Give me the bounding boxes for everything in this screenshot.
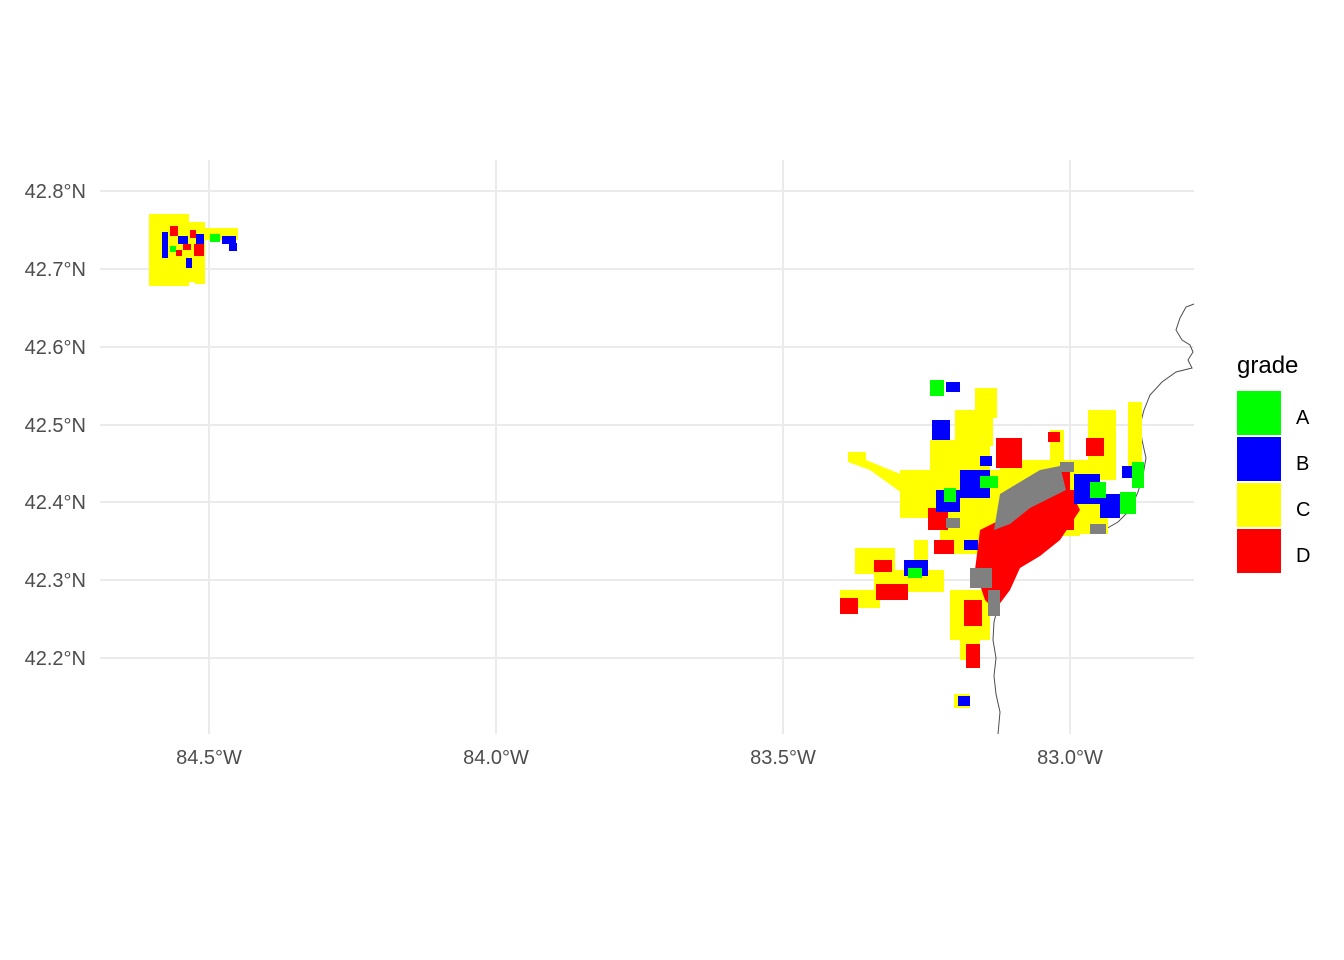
legend-swatch-d (1237, 529, 1281, 573)
zone-b (186, 258, 192, 268)
zone-d (1086, 438, 1104, 456)
legend-item-b: B (1237, 437, 1309, 481)
zone-d (966, 644, 980, 668)
zone-a (944, 488, 956, 502)
zone-a (930, 380, 944, 396)
zone-c (975, 388, 997, 418)
zone-d (194, 244, 204, 256)
legend: grade A B C D (1237, 352, 1310, 573)
zone-d (876, 584, 908, 600)
zone-na (1060, 462, 1074, 472)
zone-d (934, 540, 954, 554)
zone-b (196, 234, 204, 244)
zone-a (1090, 482, 1106, 498)
legend-swatch-c (1237, 483, 1281, 527)
x-tick-label: 84.5°W (176, 747, 242, 769)
zone-a (908, 568, 922, 578)
zone-b (229, 243, 237, 251)
zone-c (149, 214, 189, 286)
legend-label-d: D (1296, 545, 1310, 567)
zone-b (946, 382, 960, 392)
zone-d (840, 598, 858, 614)
zone-a (1120, 492, 1136, 514)
x-tick-label: 84.0°W (463, 747, 529, 769)
zone-a (1132, 462, 1144, 488)
legend-item-d: D (1237, 529, 1310, 573)
zone-d (1054, 490, 1074, 530)
lansing-region (149, 214, 238, 286)
legend-swatch-b (1237, 437, 1281, 481)
zone-na (994, 466, 1066, 530)
zone-a (210, 234, 220, 242)
y-tick-label: 42.7°N (25, 259, 86, 281)
zone-d (190, 230, 196, 238)
legend-label-a: A (1296, 407, 1310, 429)
zone-a (170, 246, 176, 252)
zone-c (1128, 402, 1142, 472)
y-axis-tick-labels: 42.8°N 42.7°N 42.6°N 42.5°N 42.4°N 42.3°… (25, 181, 86, 670)
zone-b (1100, 494, 1120, 518)
legend-item-c: C (1237, 483, 1310, 527)
zone-c (195, 268, 205, 284)
y-tick-label: 42.8°N (25, 181, 86, 203)
y-tick-label: 42.3°N (25, 570, 86, 592)
x-tick-label: 83.5°W (750, 747, 816, 769)
zone-d (928, 508, 948, 530)
x-axis-tick-labels: 84.5°W 84.0°W 83.5°W 83.0°W (176, 747, 1103, 769)
zone-b (964, 540, 978, 550)
zone-na (970, 568, 992, 588)
zone-a (980, 476, 998, 488)
y-tick-label: 42.4°N (25, 492, 86, 514)
y-tick-label: 42.6°N (25, 337, 86, 359)
zone-b (178, 236, 188, 244)
zone-na (1090, 524, 1106, 534)
zone-b (162, 232, 168, 258)
grid-lines (100, 160, 1194, 734)
legend-label-c: C (1296, 499, 1310, 521)
legend-label-b: B (1296, 453, 1309, 475)
zone-d (183, 244, 191, 250)
legend-swatch-a (1237, 391, 1281, 435)
zone-b (958, 696, 970, 706)
zone-d (1048, 432, 1060, 442)
legend-item-a: A (1237, 391, 1310, 435)
zone-b (932, 420, 950, 440)
zone-d (170, 226, 178, 236)
zone-d (996, 438, 1022, 468)
zone-na (988, 590, 1000, 616)
zone-d (176, 250, 182, 256)
x-tick-label: 83.0°W (1037, 747, 1103, 769)
y-tick-label: 42.2°N (25, 648, 86, 670)
zone-b (980, 456, 992, 466)
zone-d (874, 560, 892, 572)
zone-b (222, 236, 236, 244)
zone-d (964, 600, 982, 626)
legend-title: grade (1237, 352, 1298, 379)
y-tick-label: 42.5°N (25, 415, 86, 437)
zone-na (946, 518, 960, 528)
detroit-region (840, 380, 1144, 708)
